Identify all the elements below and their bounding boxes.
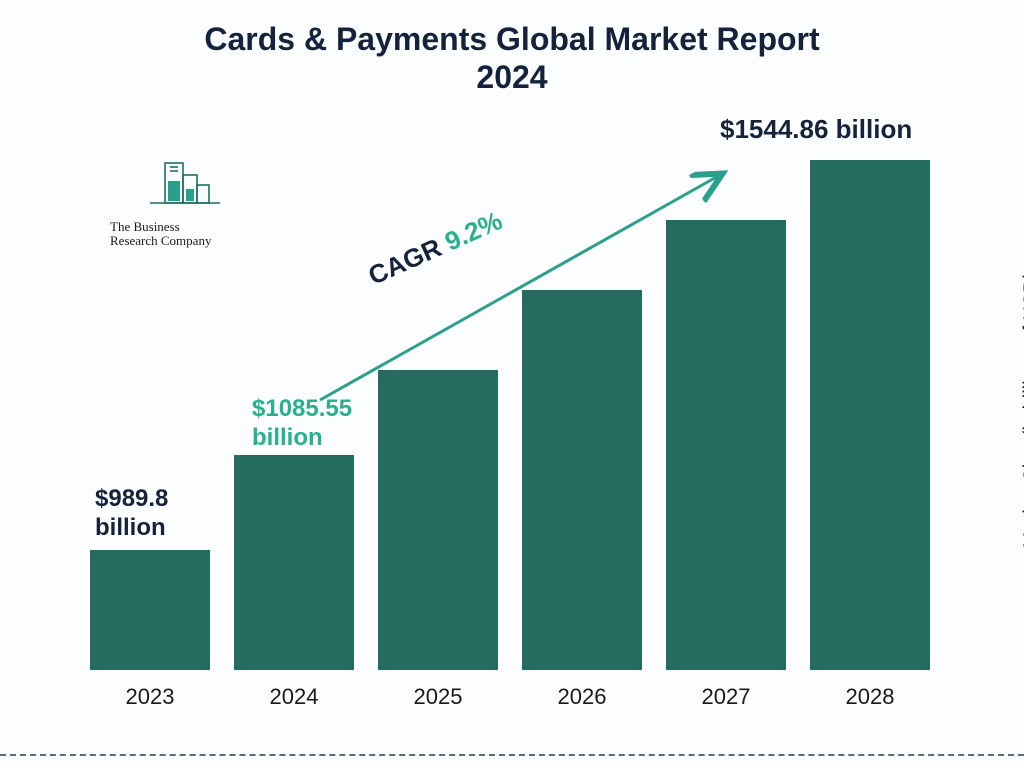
bar [90,550,210,670]
x-label: 2026 [522,684,642,710]
x-axis-labels: 2023 2024 2025 2026 2027 2028 [80,684,940,710]
x-label: 2023 [90,684,210,710]
footer-divider [0,754,1024,756]
x-label: 2027 [666,684,786,710]
value-label: $1085.55billion [252,395,352,453]
bar [378,370,498,670]
x-label: 2024 [234,684,354,710]
bar [666,220,786,670]
title-line1: Cards & Payments Global Market Report [0,20,1024,58]
value-label: $989.8billion [95,485,168,543]
bar-wrap [522,290,642,670]
bar-wrap [666,220,786,670]
x-label: 2025 [378,684,498,710]
bar [234,455,354,670]
bar [522,290,642,670]
bar [810,160,930,670]
title-line2: 2024 [0,58,1024,96]
bar-wrap [810,160,930,670]
bar-wrap [90,550,210,670]
y-axis-label: Market Size (in billions of USD) [1021,272,1024,549]
chart-title: Cards & Payments Global Market Report 20… [0,20,1024,97]
bar-wrap [378,370,498,670]
x-label: 2028 [810,684,930,710]
value-label: $1544.86 billion [720,114,912,145]
chart-area: 2023 2024 2025 2026 2027 2028 [80,150,940,710]
bars-container [80,150,940,670]
bar-wrap [234,455,354,670]
